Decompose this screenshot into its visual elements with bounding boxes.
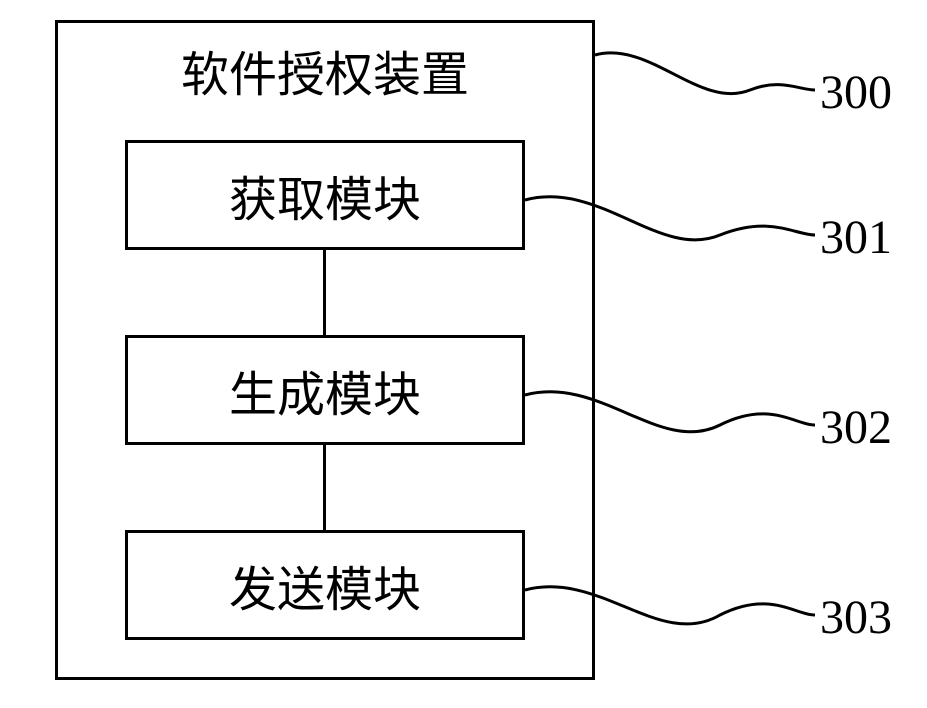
ref-label-303: 303 <box>820 590 892 645</box>
lead-line <box>0 0 927 708</box>
diagram-canvas: 软件授权装置 获取模块 生成模块 发送模块 300 301 302 303 <box>0 0 927 708</box>
lead-path-303 <box>525 587 815 624</box>
ref-label-302: 302 <box>820 400 892 455</box>
lead-path-300 <box>595 53 815 94</box>
lead-path-301 <box>525 197 815 240</box>
ref-label-301: 301 <box>820 210 892 265</box>
lead-path-302 <box>525 392 815 432</box>
ref-label-300: 300 <box>820 65 892 120</box>
